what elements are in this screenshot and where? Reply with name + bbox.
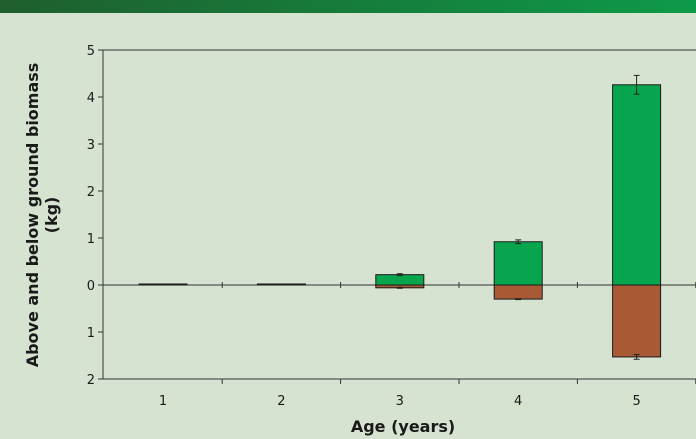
y-tick-label: 2	[87, 185, 95, 200]
y-tick-label: 2	[87, 373, 95, 388]
x-axis-title: Age (years)	[351, 417, 455, 436]
above-ground-bar	[493, 241, 543, 286]
x-tick-label: 5	[632, 394, 640, 409]
y-tick-label: 1	[87, 232, 95, 247]
x-tick-label: 3	[396, 394, 404, 409]
x-tick-label: 2	[277, 394, 285, 409]
y-tick-label: 0	[87, 279, 95, 294]
below-ground-bar	[612, 284, 662, 358]
y-tick-label: 3	[87, 138, 95, 153]
y-tick-label: 5	[87, 44, 95, 59]
above-ground-bar	[375, 274, 425, 286]
x-tick-label: 1	[159, 394, 167, 409]
above-ground-bar	[256, 283, 306, 286]
x-tick-label: 4	[514, 394, 522, 409]
below-ground-bar	[493, 284, 543, 300]
y-tick-label: 1	[87, 326, 95, 341]
y-axis-title-line2: (kg)	[42, 197, 61, 234]
y-axis-title: Above and below ground biomass (kg)	[23, 63, 61, 368]
header-band	[0, 0, 696, 13]
above-ground-bar	[612, 84, 662, 286]
above-ground-bar	[138, 283, 188, 286]
y-tick-label: 4	[87, 91, 95, 106]
y-axis-title-line1: Above and below ground biomass	[23, 63, 42, 368]
plot-area: 5 4 3 2 1 0 1 2 1 2 3 4 5	[87, 44, 696, 409]
